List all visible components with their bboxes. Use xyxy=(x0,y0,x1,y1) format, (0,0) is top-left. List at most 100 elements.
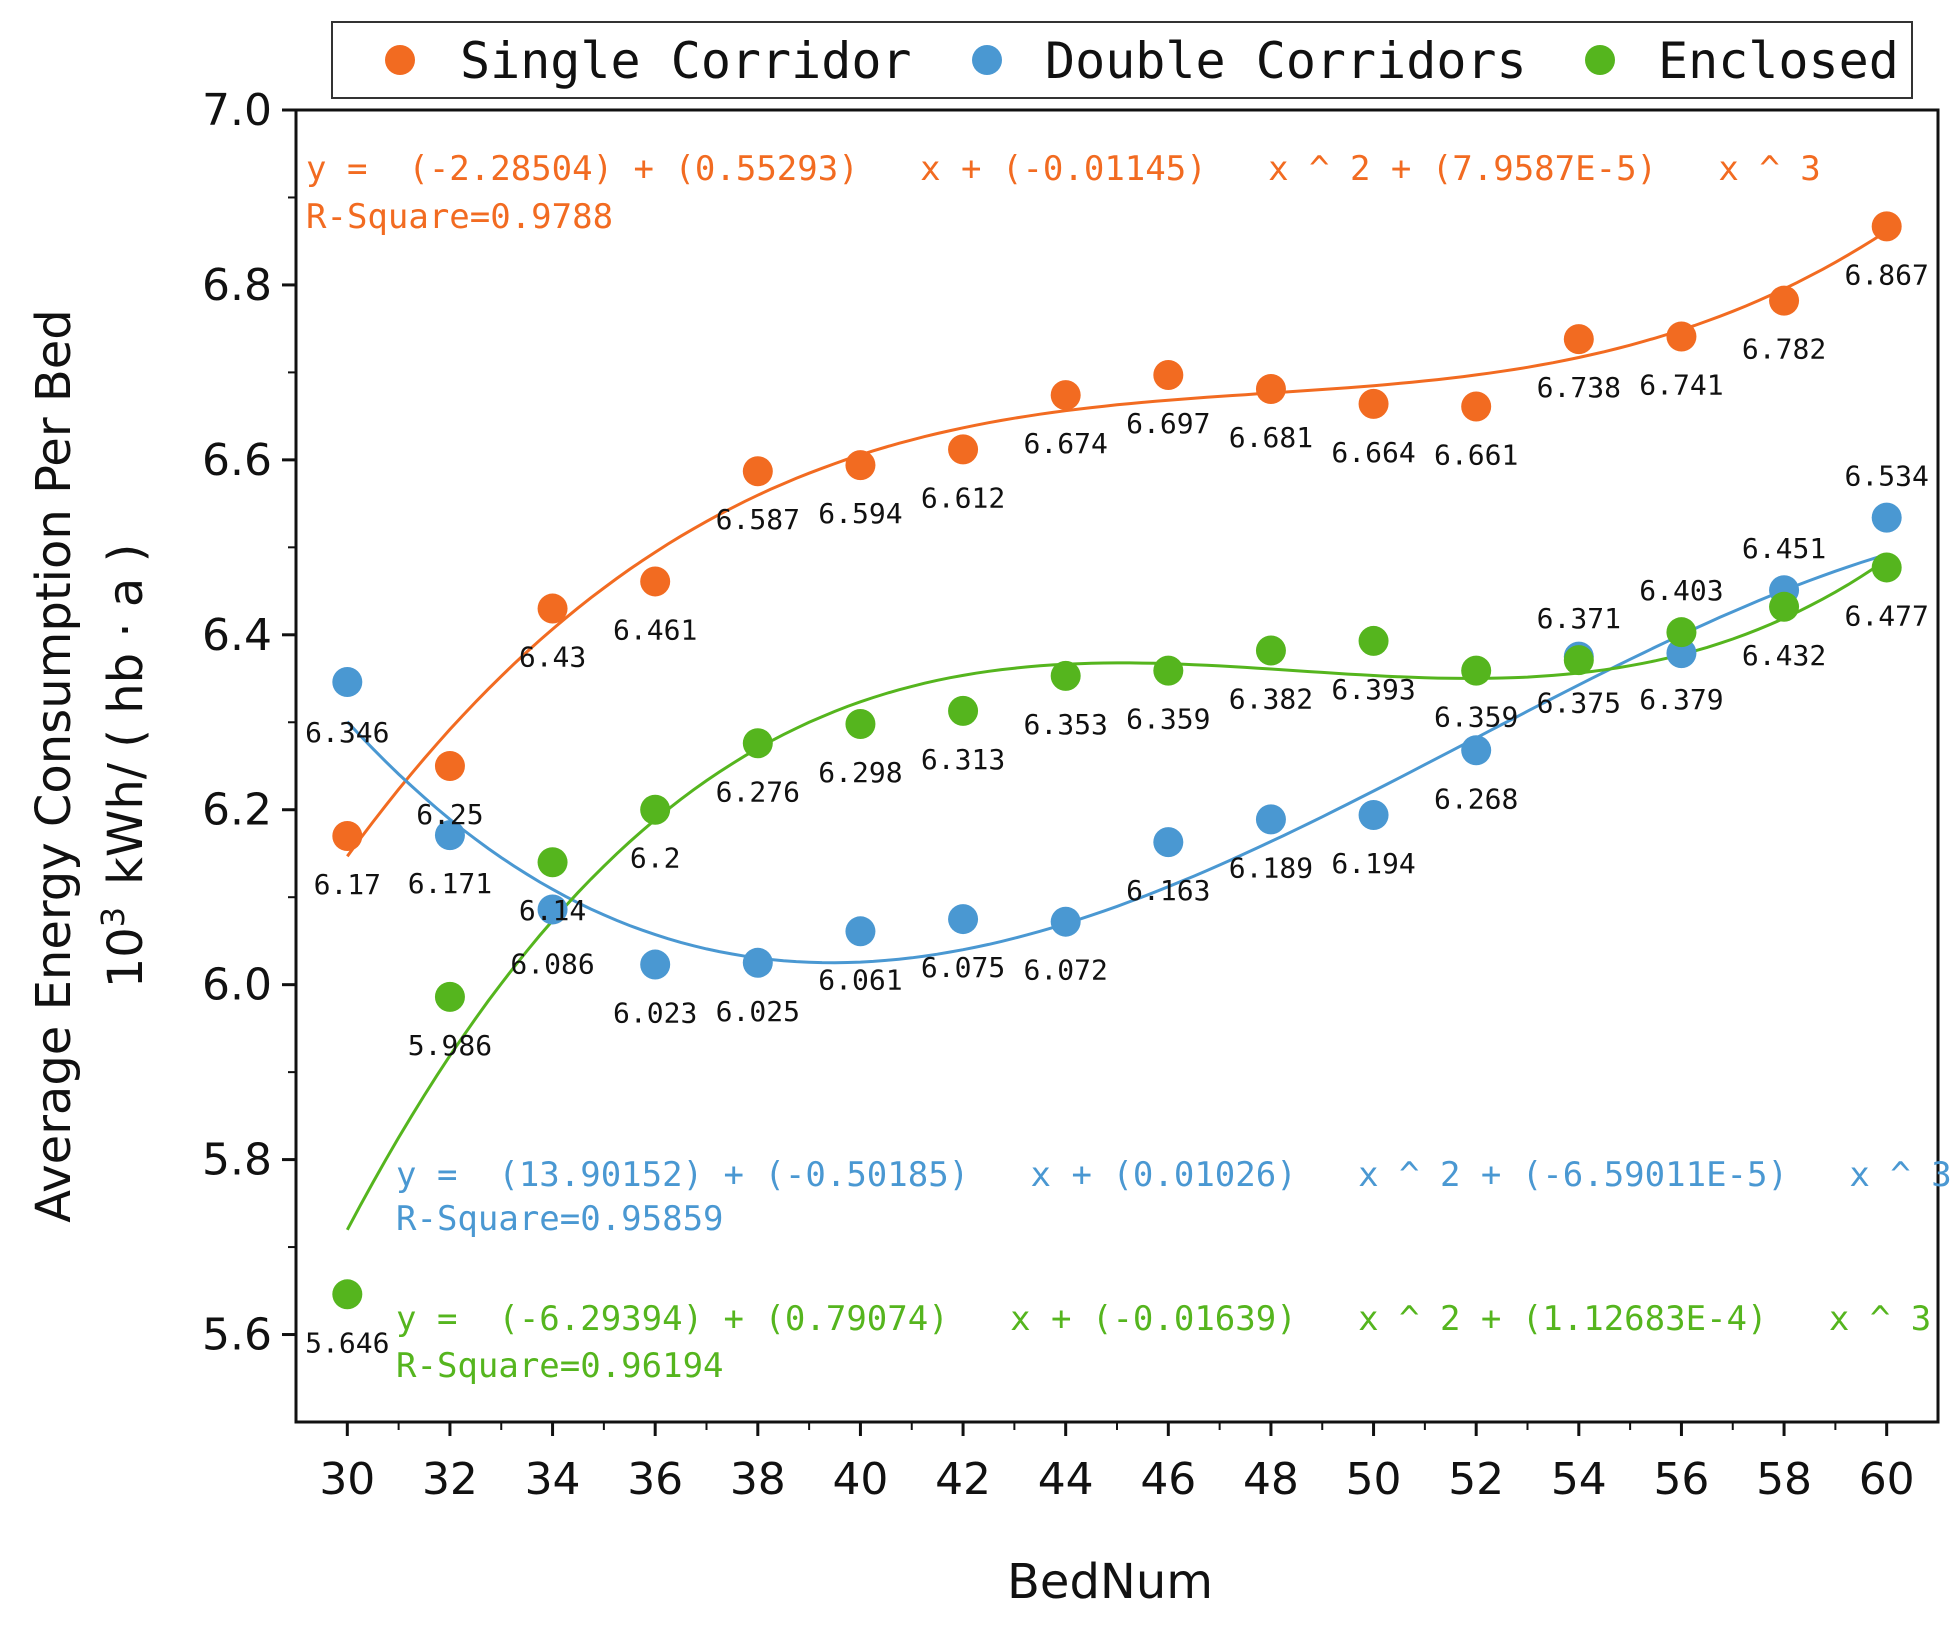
y-tick-label: 7.0 xyxy=(202,85,272,136)
data-point-double-corridors xyxy=(1050,906,1081,937)
x-tick-label: 48 xyxy=(1243,1454,1299,1505)
data-label-enclosed: 6.382 xyxy=(1229,683,1313,716)
legend-marker-enclosed xyxy=(1585,45,1615,75)
data-label-double-corridors: 6.075 xyxy=(921,951,1005,984)
r-square-single-corridor: R-Square=0.9788 xyxy=(306,197,613,237)
data-label-double-corridors: 6.163 xyxy=(1126,874,1210,907)
fit-curve-double-corridors xyxy=(346,552,1888,965)
data-label-single-corridor: 6.664 xyxy=(1331,436,1415,469)
data-point-enclosed xyxy=(434,981,465,1012)
data-label-single-corridor: 6.681 xyxy=(1229,421,1313,454)
data-label-double-corridors: 6.379 xyxy=(1639,683,1723,716)
data-point-enclosed xyxy=(537,847,568,878)
data-point-double-corridors xyxy=(1871,502,1902,533)
legend-marker-double-corridors xyxy=(972,45,1002,75)
data-label-single-corridor: 6.697 xyxy=(1126,407,1210,440)
data-label-single-corridor: 6.741 xyxy=(1639,369,1723,402)
data-label-enclosed: 6.353 xyxy=(1024,708,1108,741)
data-labels: 6.17 6.25 6.43 6.461 6.587 6.594 6.612 6.674 6.6… xyxy=(305,258,1929,1359)
data-label-enclosed: 6.14 xyxy=(519,894,586,927)
y-tick-label: 6.8 xyxy=(202,260,272,311)
data-point-enclosed xyxy=(1563,645,1594,676)
data-point-enclosed xyxy=(1871,552,1902,583)
data-label-single-corridor: 6.612 xyxy=(921,481,1005,514)
x-tick-label: 58 xyxy=(1756,1454,1812,1505)
data-point-double-corridors xyxy=(1255,804,1286,835)
data-label-double-corridors: 6.268 xyxy=(1434,782,1518,815)
legend-box xyxy=(331,21,1913,99)
data-point-single-corridor xyxy=(1871,211,1902,242)
y-axis-title-line2: 103 kWh/ ( hb · a ) xyxy=(94,544,154,989)
data-label-enclosed: 6.276 xyxy=(716,775,800,808)
data-point-enclosed xyxy=(332,1279,363,1310)
y-axis-title-line1: Average Energy Consumption Per Bed xyxy=(26,309,82,1223)
data-point-enclosed xyxy=(1666,617,1697,648)
data-point-double-corridors xyxy=(434,820,465,851)
data-label-enclosed: 6.477 xyxy=(1845,599,1929,632)
y-tick-label: 5.6 xyxy=(202,1310,272,1361)
fit-equation-double-corridors: y = (13.90152) + (-0.50185) x + (0.01026… xyxy=(396,1155,1950,1195)
x-tick-label: 44 xyxy=(1038,1454,1094,1505)
data-point-double-corridors xyxy=(537,894,568,925)
legend-label-single-corridor: Single Corridor xyxy=(460,32,912,90)
data-point-enclosed xyxy=(742,728,773,759)
data-label-enclosed: 6.2 xyxy=(630,842,681,875)
y-tick-label: 6.6 xyxy=(202,435,272,486)
data-label-enclosed: 6.359 xyxy=(1126,703,1210,736)
data-label-enclosed: 6.298 xyxy=(818,756,902,789)
data-point-enclosed xyxy=(845,709,876,740)
data-point-single-corridor xyxy=(948,434,979,465)
data-label-enclosed: 6.313 xyxy=(921,743,1005,776)
x-tick-label: 30 xyxy=(319,1454,375,1505)
data-label-enclosed: 6.371 xyxy=(1537,602,1621,635)
data-label-double-corridors: 6.061 xyxy=(818,963,902,996)
data-label-single-corridor: 6.867 xyxy=(1845,258,1929,291)
data-point-double-corridors xyxy=(1358,799,1389,830)
data-point-enclosed xyxy=(948,695,979,726)
data-points xyxy=(332,211,1902,1310)
data-point-enclosed xyxy=(1769,591,1800,622)
x-tick-label: 50 xyxy=(1346,1454,1402,1505)
data-label-double-corridors: 6.086 xyxy=(510,947,594,980)
data-label-enclosed: 5.986 xyxy=(408,1029,492,1062)
x-tick-label: 38 xyxy=(730,1454,786,1505)
x-tick-label: 46 xyxy=(1140,1454,1196,1505)
data-label-single-corridor: 6.43 xyxy=(519,641,586,674)
data-point-double-corridors xyxy=(948,904,979,935)
data-point-enclosed xyxy=(1255,635,1286,666)
data-point-double-corridors xyxy=(1461,735,1492,766)
data-point-enclosed xyxy=(1461,655,1492,686)
x-tick-label: 60 xyxy=(1859,1454,1915,1505)
data-point-double-corridors xyxy=(1153,827,1184,858)
fit-equation-enclosed: y = (-6.29394) + (0.79074) x + (-0.01639… xyxy=(396,1299,1931,1339)
x-tick-label: 52 xyxy=(1448,1454,1504,1505)
y-axis-unit-suffix: kWh/ ( hb · a ) xyxy=(98,544,154,885)
data-point-single-corridor xyxy=(640,566,671,597)
x-tick-label: 34 xyxy=(525,1454,581,1505)
legend-marker-single-corridor xyxy=(385,45,415,75)
r-square-double-corridors: R-Square=0.95859 xyxy=(396,1199,724,1239)
data-point-double-corridors xyxy=(640,949,671,980)
fit-equations: y = (-2.28504) + (0.55293) x + (-0.01145… xyxy=(306,149,1950,1386)
data-point-double-corridors xyxy=(332,667,363,698)
data-label-enclosed: 5.646 xyxy=(305,1326,389,1359)
data-label-double-corridors: 6.534 xyxy=(1845,460,1929,493)
data-label-double-corridors: 6.189 xyxy=(1229,851,1313,884)
legend-label-enclosed: Enclosed xyxy=(1658,32,1899,90)
legend: Single Corridor Double Corridors Enclose… xyxy=(331,21,1913,99)
data-label-double-corridors: 6.023 xyxy=(613,997,697,1030)
y-axis-unit-base: 10 xyxy=(98,927,154,988)
data-label-single-corridor: 6.738 xyxy=(1537,371,1621,404)
data-label-single-corridor: 6.461 xyxy=(613,613,697,646)
x-tick-label: 40 xyxy=(832,1454,888,1505)
legend-label-double-corridors: Double Corridors xyxy=(1045,32,1527,90)
data-label-double-corridors: 6.375 xyxy=(1537,687,1621,720)
x-tick-label: 32 xyxy=(422,1454,478,1505)
data-label-single-corridor: 6.594 xyxy=(818,497,902,530)
data-label-double-corridors: 6.451 xyxy=(1742,532,1826,565)
data-label-enclosed: 6.403 xyxy=(1639,574,1723,607)
data-label-enclosed: 6.432 xyxy=(1742,639,1826,672)
data-point-enclosed xyxy=(1050,660,1081,691)
data-label-single-corridor: 6.25 xyxy=(416,798,483,831)
